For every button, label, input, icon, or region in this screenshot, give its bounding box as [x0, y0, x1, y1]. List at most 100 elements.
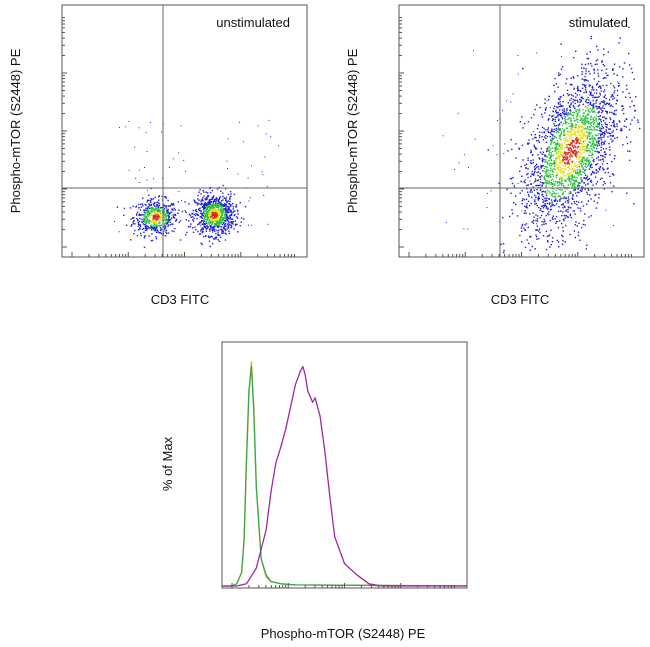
data-point: [599, 130, 601, 132]
data-point: [610, 104, 612, 106]
data-point: [227, 219, 229, 222]
data-point: [157, 214, 159, 216]
data-point: [604, 140, 606, 142]
data-point: [200, 203, 202, 206]
data-point: [548, 183, 550, 185]
data-point: [204, 218, 207, 221]
data-point: [534, 178, 537, 180]
data-point: [573, 117, 575, 119]
data-point: [567, 206, 570, 208]
data-point: [551, 139, 553, 142]
data-point: [562, 112, 564, 115]
data-point: [601, 110, 603, 112]
data-point: [212, 217, 214, 219]
data-point: [623, 62, 626, 64]
data-point: [581, 83, 584, 86]
data-point: [487, 149, 489, 151]
data-point: [211, 231, 214, 233]
data-point: [563, 118, 566, 120]
data-point: [172, 158, 174, 160]
data-point: [155, 225, 157, 227]
data-point: [563, 219, 565, 222]
data-point: [229, 218, 231, 220]
data-point: [524, 229, 526, 231]
data-point: [555, 149, 557, 151]
data-point: [582, 146, 585, 148]
data-point: [568, 114, 570, 116]
data-point: [560, 134, 562, 136]
data-point: [537, 124, 539, 126]
data-point: [554, 120, 557, 123]
data-point: [603, 100, 605, 102]
data-point: [602, 127, 605, 129]
data-point: [217, 226, 219, 228]
data-point: [525, 166, 527, 169]
data-point: [155, 222, 157, 224]
data-point: [562, 239, 564, 242]
data-point: [588, 122, 590, 124]
x-axis-ticks-unstimulated: [71, 252, 295, 257]
data-point: [215, 210, 218, 212]
data-point: [595, 96, 597, 98]
data-point: [563, 156, 566, 158]
data-point: [572, 95, 574, 97]
data-point: [145, 215, 148, 218]
data-point: [623, 112, 625, 115]
data-point: [148, 213, 151, 215]
data-point: [222, 210, 225, 212]
data-point: [580, 178, 583, 181]
data-point: [143, 246, 146, 248]
data-point: [204, 214, 207, 217]
data-point: [546, 182, 548, 185]
data-point: [220, 200, 223, 202]
data-point: [492, 145, 494, 147]
data-point: [555, 166, 557, 168]
data-point: [561, 148, 563, 151]
data-point: [217, 202, 219, 204]
data-point: [580, 131, 582, 133]
data-point: [557, 129, 560, 131]
data-point: [602, 148, 605, 150]
data-point: [610, 125, 612, 127]
data-point: [209, 200, 211, 202]
data-point: [575, 50, 577, 52]
data-point: [242, 141, 244, 143]
data-point: [565, 113, 568, 115]
data-point: [621, 105, 623, 107]
data-point: [178, 221, 180, 224]
data-point: [579, 148, 581, 150]
data-point: [565, 111, 567, 113]
data-point: [557, 153, 559, 155]
data-point: [568, 143, 570, 146]
data-point: [574, 164, 576, 166]
data-point: [602, 167, 604, 169]
data-point: [183, 159, 185, 161]
data-point: [553, 192, 555, 194]
data-point: [578, 104, 581, 106]
data-point: [151, 198, 153, 201]
data-point: [560, 68, 563, 70]
data-point: [560, 121, 562, 123]
data-point: [546, 156, 549, 158]
data-point: [577, 171, 579, 173]
data-point: [511, 209, 513, 211]
data-point: [463, 228, 465, 230]
data-point: [596, 84, 598, 86]
data-point: [601, 125, 603, 128]
data-point: [487, 193, 489, 194]
data-point: [192, 209, 194, 212]
data-point: [171, 214, 173, 216]
data-point: [579, 146, 581, 148]
data-point: [548, 234, 551, 236]
data-point: [571, 128, 574, 130]
data-point: [601, 107, 603, 109]
data-point: [502, 251, 505, 254]
data-point: [167, 208, 169, 211]
data-point: [534, 108, 536, 111]
data-point: [149, 204, 151, 207]
data-point: [558, 137, 561, 139]
data-point: [548, 153, 550, 156]
data-point: [572, 125, 574, 127]
data-point: [542, 205, 544, 207]
data-point: [172, 216, 175, 219]
